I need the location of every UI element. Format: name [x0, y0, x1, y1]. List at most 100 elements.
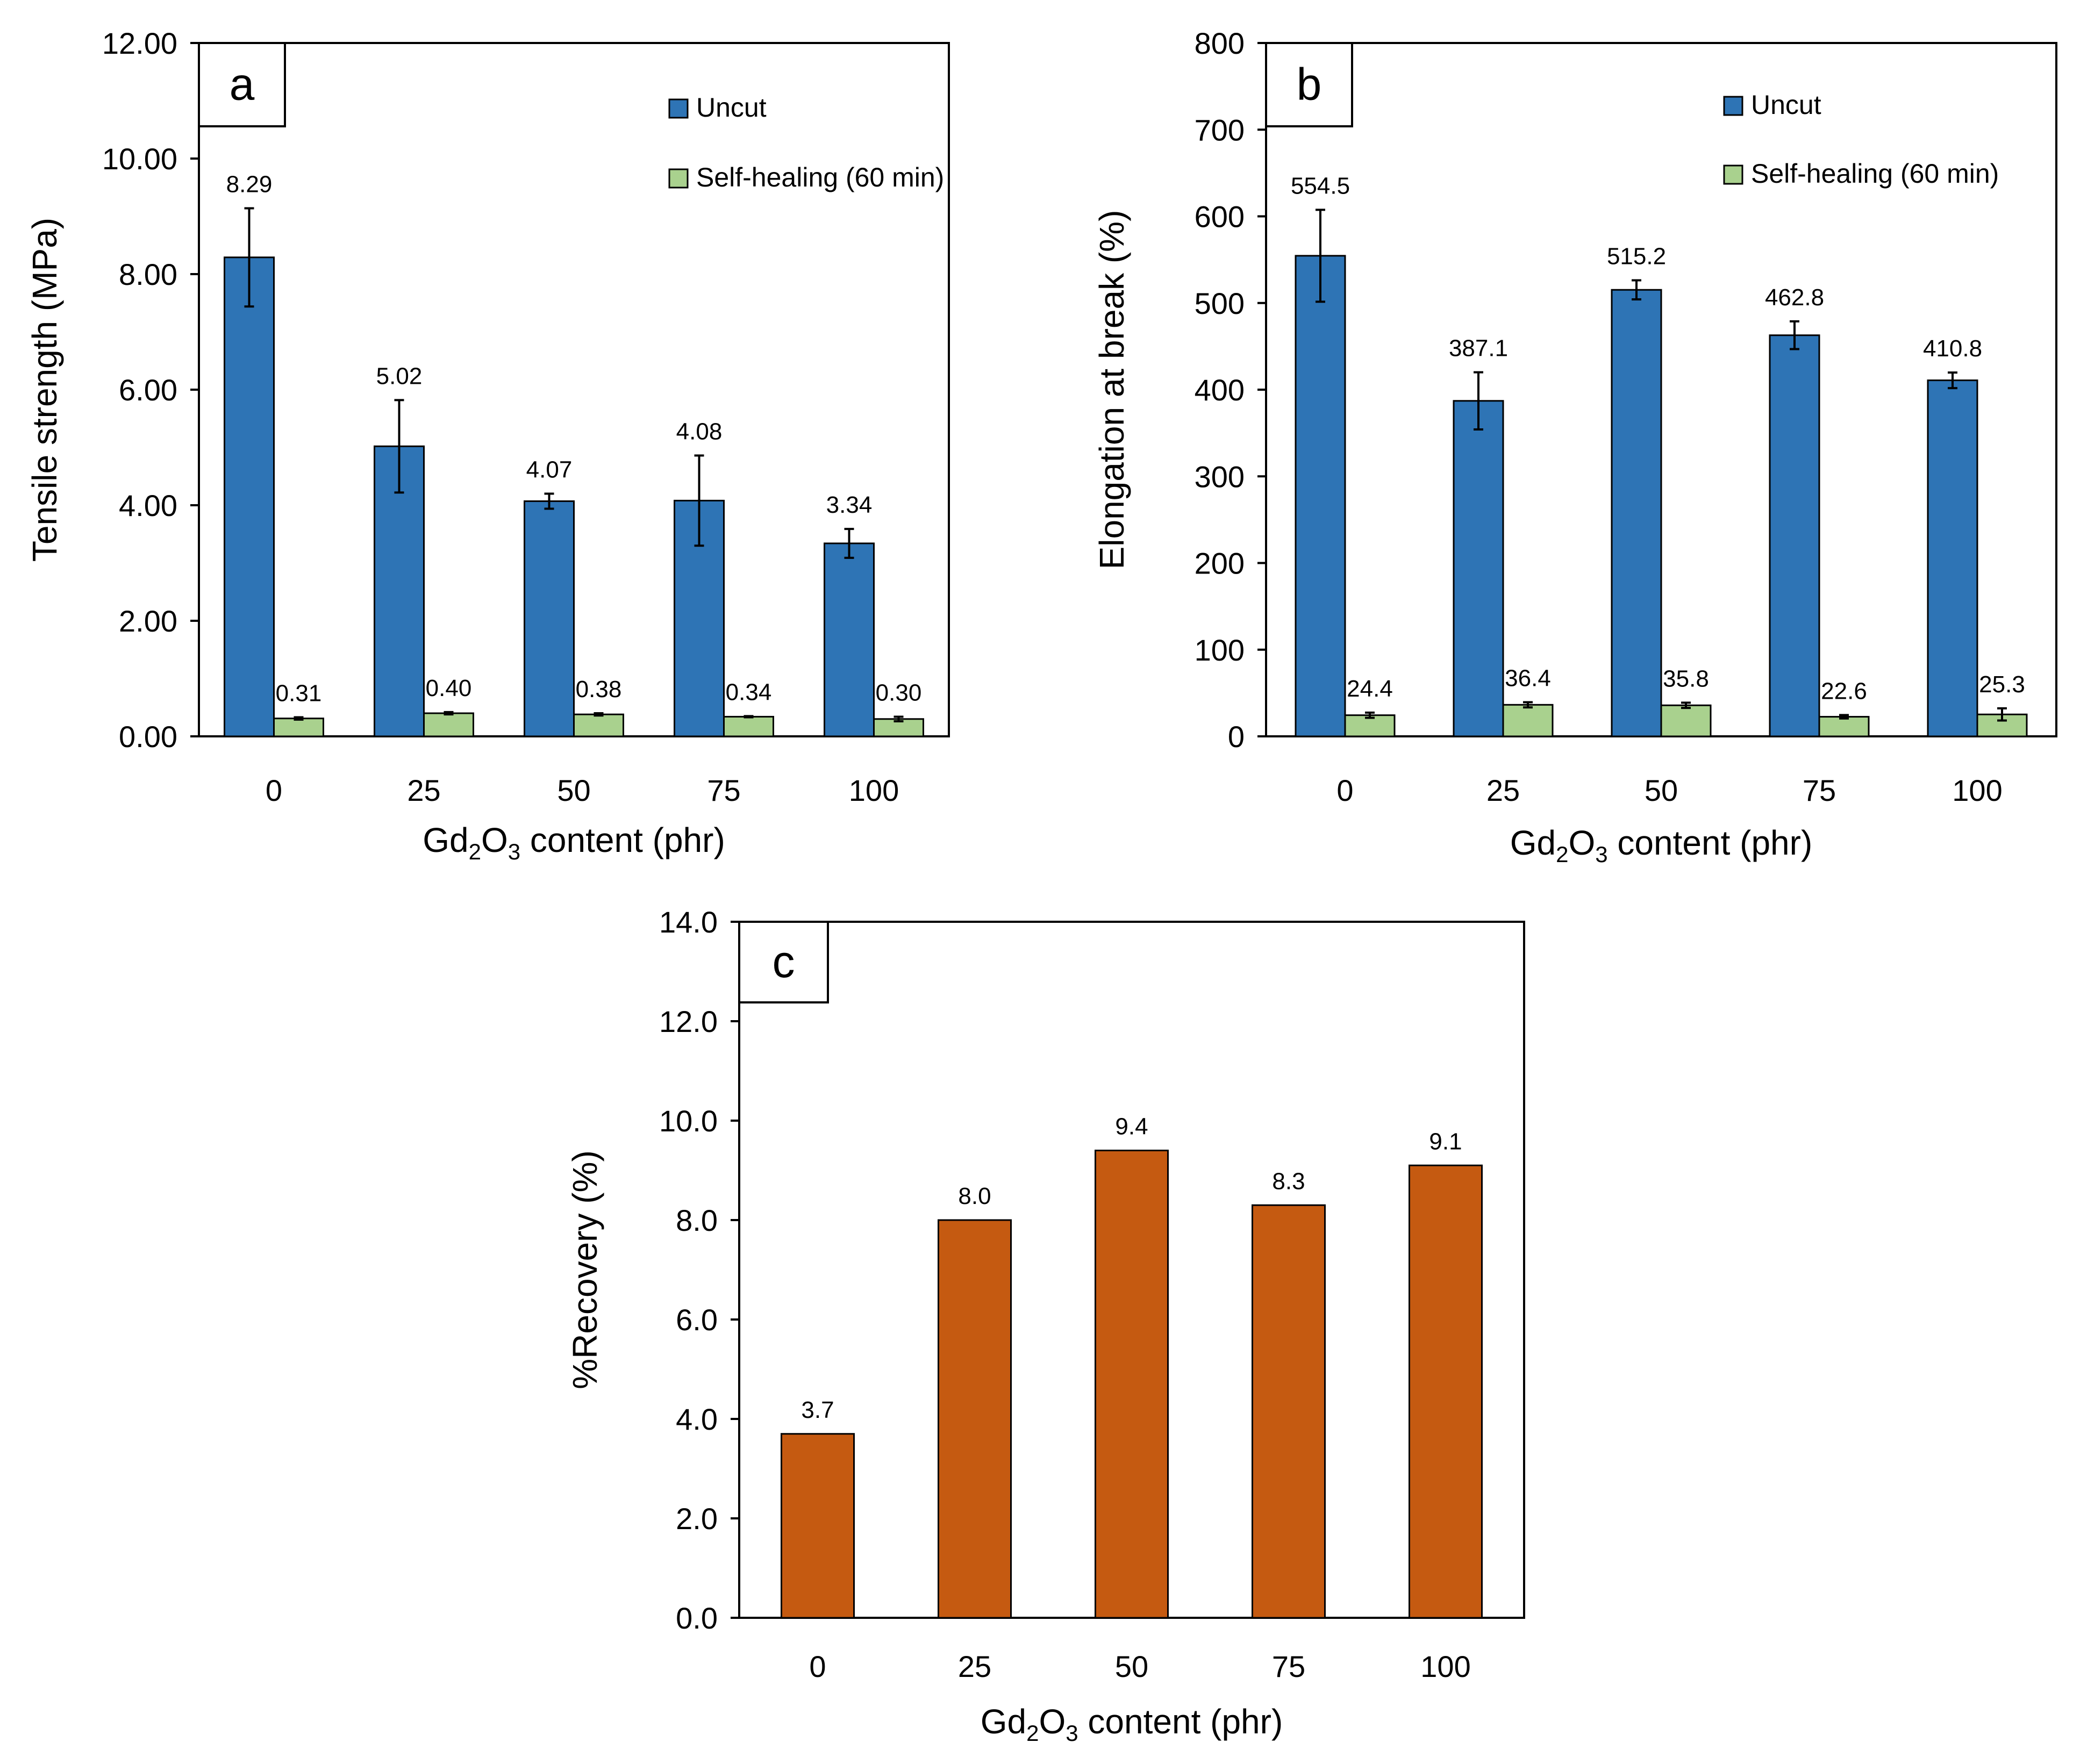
x-axis-label-part: content (phr): [1078, 1702, 1283, 1741]
x-tick-label: 75: [707, 773, 740, 807]
data-label: 25.3: [1979, 671, 2025, 698]
bar-self-healing-60-min-: [573, 713, 624, 737]
x-tick-label: 25: [958, 1650, 991, 1683]
x-tick-label: 50: [1115, 1650, 1148, 1683]
data-label: 4.07: [526, 457, 573, 483]
x-axis-label-part: Gd: [981, 1702, 1026, 1741]
x-tick-label: 0: [266, 773, 282, 807]
y-tick-label: 10.0: [659, 1104, 718, 1138]
data-label: 0.34: [726, 679, 772, 705]
bar-recovery: [1252, 1204, 1326, 1619]
bar-self-healing-60-min-: [1660, 704, 1712, 737]
chart-panel-c: 0.0 2.0 4.0 6.0 8.0 10.0 12.0 14.0 0 25 50 75 100 3.7…: [566, 905, 1525, 1746]
x-tick-label: 75: [1272, 1650, 1305, 1683]
x-axis-label-part: 2: [1026, 1720, 1039, 1746]
data-label: 22.6: [1821, 678, 1867, 704]
bar-self-healing-60-min-: [1502, 704, 1554, 737]
data-label: 5.02: [376, 363, 423, 389]
y-tick-label: 400: [1195, 373, 1245, 407]
x-axis-label-part: content (phr): [1608, 823, 1813, 862]
x-axis-label-part: Gd: [1510, 823, 1556, 862]
bar-uncut: [1769, 334, 1820, 737]
panel-letter-box: [198, 42, 286, 127]
y-tick-label: 12.00: [102, 26, 177, 60]
x-tick-label: 0: [1336, 773, 1353, 807]
bar-self-healing-60-min-: [1818, 716, 1870, 737]
data-label: 0.40: [426, 675, 472, 701]
x-axis-label-part: 3: [1595, 842, 1607, 867]
bar-self-healing-60-min-: [723, 715, 774, 737]
y-tick-label: 700: [1195, 113, 1245, 147]
data-label: 554.5: [1291, 173, 1350, 199]
bar-recovery: [781, 1433, 855, 1619]
bar-recovery: [1409, 1164, 1483, 1619]
panel-letter: b: [1297, 59, 1322, 110]
data-label: 8.29: [226, 171, 273, 197]
y-tick-label: 100: [1195, 633, 1245, 667]
bar-uncut: [824, 542, 875, 737]
bar-uncut: [1927, 379, 1978, 737]
bar-recovery: [938, 1219, 1012, 1619]
legend-label: Uncut: [696, 92, 767, 123]
x-axis-label-part: content (phr): [520, 821, 725, 859]
data-label: 35.8: [1663, 665, 1709, 692]
y-tick-label: 2.00: [119, 604, 177, 638]
data-label: 8.0: [958, 1183, 991, 1209]
panel-letter: a: [230, 59, 255, 110]
x-tick-label: 0: [809, 1650, 826, 1683]
y-tick-label: 500: [1195, 286, 1245, 320]
panel-letter-box: [738, 921, 829, 1003]
data-label: 515.2: [1607, 243, 1666, 270]
y-tick-label: 12.0: [659, 1005, 718, 1038]
y-tick-label: 600: [1195, 200, 1245, 234]
data-label: 0.38: [576, 676, 622, 702]
bar-uncut: [224, 256, 275, 737]
x-axis-label-part: 2: [1556, 842, 1568, 867]
x-tick-label: 50: [1645, 773, 1678, 807]
x-tick-label: 100: [1952, 773, 2002, 807]
x-axis-label-part: O: [1039, 1702, 1066, 1741]
y-tick-label: 800: [1195, 26, 1245, 60]
x-axis-label-part: O: [481, 821, 508, 859]
chart-panel-b: 0 100 200 300 400 500 600 700 800 0 25 50 75 100 554.5…: [1092, 26, 2057, 867]
x-axis-label-part: 3: [508, 839, 520, 864]
panel-letter-box: [1265, 42, 1353, 127]
x-axis-label: Gd2O3 content (phr): [423, 821, 725, 864]
bar-self-healing-60-min-: [423, 712, 474, 737]
data-label: 9.1: [1429, 1128, 1462, 1155]
y-tick-label: 0.00: [119, 720, 177, 754]
y-tick-label: 6.00: [119, 373, 177, 407]
x-axis-label: Gd2O3 content (phr): [981, 1702, 1283, 1746]
y-tick-label: 300: [1195, 460, 1245, 493]
x-axis-label: Gd2O3 content (phr): [1510, 823, 1813, 867]
y-axis-label: %Recovery (%): [566, 1150, 604, 1389]
bar-uncut: [374, 445, 425, 737]
data-label: 36.4: [1505, 665, 1551, 691]
x-tick-label: 100: [1420, 1650, 1470, 1683]
data-label: 462.8: [1765, 284, 1824, 311]
x-tick-label: 75: [1803, 773, 1836, 807]
data-label: 3.34: [826, 492, 873, 518]
bar-uncut: [1611, 289, 1662, 737]
x-axis-label-part: Gd: [423, 821, 468, 859]
panel-letter: c: [773, 936, 795, 987]
x-tick-label: 50: [557, 773, 590, 807]
y-tick-label: 200: [1195, 547, 1245, 580]
y-tick-label: 0: [1228, 720, 1245, 754]
data-label: 24.4: [1347, 676, 1393, 702]
bar-uncut: [1295, 255, 1346, 737]
bar-self-healing-60-min-: [273, 718, 324, 737]
y-tick-label: 2.0: [676, 1502, 718, 1536]
data-label: 0.31: [276, 680, 322, 707]
y-tick-label: 8.00: [119, 257, 177, 291]
legend-swatch: [668, 98, 689, 119]
x-tick-label: 25: [407, 773, 440, 807]
y-tick-label: 10.00: [102, 142, 177, 176]
data-label: 0.30: [876, 679, 922, 706]
y-tick-label: 6.0: [676, 1303, 718, 1337]
legend-label: Self-healing (60 min): [1751, 159, 1999, 189]
y-axis-label: Tensile strength (MPa): [25, 218, 64, 562]
legend-swatch: [1723, 164, 1743, 185]
x-axis-label-part: 2: [469, 839, 481, 864]
